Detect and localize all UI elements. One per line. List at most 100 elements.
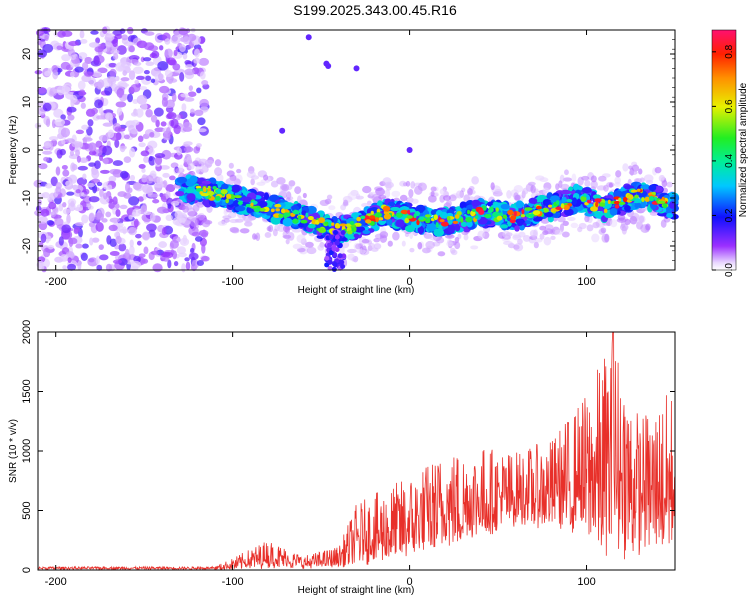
heatmap-point <box>406 215 413 219</box>
heatmap-point <box>172 63 181 71</box>
heatmap-point <box>572 197 578 206</box>
heatmap-point <box>74 66 84 73</box>
heatmap-point <box>99 254 109 261</box>
heatmap-point <box>77 260 82 271</box>
heatmap-point <box>306 246 317 255</box>
heatmap-point <box>55 186 62 195</box>
heatmap-point <box>76 204 83 212</box>
heatmap-point <box>195 188 203 192</box>
heatmap-point <box>127 93 133 103</box>
heatmap-point <box>152 198 160 204</box>
heatmap-point <box>426 223 437 232</box>
heatmap-point <box>428 195 437 203</box>
heatmap-point <box>37 256 46 263</box>
heatmap-point <box>513 244 520 250</box>
heatmap-point <box>281 208 286 214</box>
heatmap-point <box>591 233 600 243</box>
heatmap-point <box>164 48 173 59</box>
heatmap-point <box>200 165 208 173</box>
snr-panel: -200 -100 0 100 0 500 1000 1500 2000 Height of … <box>8 320 676 596</box>
heatmap-point <box>499 224 508 229</box>
heatmap-point <box>525 207 533 211</box>
heatmap-point <box>550 208 555 213</box>
heatmap-point <box>563 204 570 211</box>
heatmap-point <box>88 42 100 48</box>
heatmap-point <box>373 237 381 243</box>
heatmap-point <box>73 226 81 234</box>
heatmap-point <box>435 221 439 228</box>
heatmap-point <box>613 190 623 198</box>
heatmap-point <box>407 197 415 203</box>
heatmap-point <box>179 72 185 82</box>
heatmap-point <box>176 114 181 121</box>
heatmap-point <box>622 196 628 202</box>
heatmap-point <box>88 196 100 203</box>
snr-x-label: Height of straight line (km) <box>298 585 415 596</box>
colorbar: 0.0 0.2 0.4 0.6 0.8 Normalized spectral ampl… <box>711 29 749 277</box>
heatmap-point <box>91 71 102 78</box>
heatmap-point <box>466 220 473 228</box>
heatmap-point <box>371 247 379 252</box>
heatmap-point <box>120 77 130 82</box>
heatmap-point <box>51 65 59 73</box>
heatmap-point <box>577 226 583 233</box>
heatmap-point <box>581 175 590 181</box>
heatmap-point <box>651 191 656 196</box>
heatmap-point <box>129 239 134 248</box>
heatmap-point <box>347 230 353 235</box>
heatmap-point <box>75 189 81 194</box>
heatmap-point <box>500 203 510 210</box>
heatmap-point <box>463 234 469 241</box>
heatmap-point <box>636 188 641 192</box>
heatmap-point <box>199 98 209 108</box>
snr-y-tick-label: 1000 <box>21 439 33 463</box>
heatmap-point <box>200 232 209 238</box>
heatmap-point <box>132 208 142 217</box>
heatmap-point <box>187 91 197 98</box>
heatmap-point <box>105 32 115 38</box>
heatmap-point <box>460 218 464 223</box>
heatmap-point <box>127 227 137 236</box>
heatmap-point <box>132 182 142 190</box>
heatmap-point <box>516 218 524 226</box>
heatmap-point <box>91 169 100 179</box>
heatmap-y-tick-label: -10 <box>21 190 33 206</box>
heatmap-point <box>44 70 51 77</box>
heatmap-point <box>525 213 531 218</box>
heatmap-point <box>514 225 520 232</box>
heatmap-point <box>134 79 140 85</box>
heatmap-point <box>66 106 77 113</box>
heatmap-point <box>155 119 160 128</box>
heatmap-point <box>317 244 325 251</box>
heatmap-point <box>590 206 598 212</box>
heatmap-point <box>49 192 56 201</box>
heatmap-point <box>60 114 66 121</box>
heatmap-point <box>189 175 198 184</box>
heatmap-point <box>328 222 333 227</box>
heatmap-point <box>214 159 222 167</box>
heatmap-point <box>452 220 459 224</box>
heatmap-x-label: Height of straight line (km) <box>298 285 415 296</box>
heatmap-x-tick-label: 0 <box>407 276 413 288</box>
heatmap-point <box>214 167 223 176</box>
heatmap-point <box>484 213 492 219</box>
heatmap-point <box>561 231 570 238</box>
heatmap-point <box>592 221 600 229</box>
heatmap-point <box>129 174 135 182</box>
heatmap-point <box>190 247 195 253</box>
heatmap-point <box>600 227 607 234</box>
heatmap-point <box>353 222 362 227</box>
heatmap-point <box>250 178 255 186</box>
heatmap-point <box>102 145 113 156</box>
heatmap-point <box>62 169 70 177</box>
heatmap-point <box>129 147 136 158</box>
heatmap-point <box>609 219 618 228</box>
heatmap-point <box>201 255 210 262</box>
heatmap-point <box>305 34 312 41</box>
heatmap-point <box>522 187 529 195</box>
snr-x-tick-label: 100 <box>577 576 595 588</box>
heatmap-point <box>90 30 99 35</box>
heatmap-point <box>37 86 47 94</box>
heatmap-point <box>301 210 307 216</box>
heatmap-point <box>400 209 408 215</box>
